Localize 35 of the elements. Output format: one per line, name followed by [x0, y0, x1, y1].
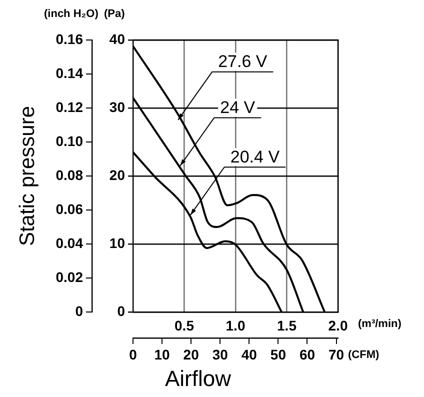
- x2-tick-label: 10: [154, 346, 170, 362]
- y2-tick-label: 40: [109, 30, 126, 47]
- x-tick-label: 0.5: [174, 317, 194, 334]
- y-axis-title: Static pressure: [16, 106, 39, 246]
- y2-tick-label: 0: [117, 302, 126, 319]
- x-tick-label: 2.0: [328, 317, 348, 334]
- y2-tick-label: 30: [109, 98, 126, 115]
- x2-tick-label: 30: [212, 346, 228, 362]
- x2-tick-label: 40: [241, 346, 258, 362]
- x2-tick-label: 70: [328, 346, 344, 362]
- text: (CFM): [348, 349, 380, 362]
- x2-tick-label: 0: [129, 346, 138, 362]
- y-tick-label: 0.12: [56, 98, 84, 115]
- y-tick-label: 0.06: [56, 200, 84, 217]
- y-tick-label: 0: [75, 302, 84, 319]
- annotation: 24 V: [220, 98, 256, 117]
- x2-tick-label: 60: [299, 346, 316, 362]
- x2-tick-label: 50: [270, 346, 286, 362]
- y-tick-label: 0.08: [56, 166, 84, 183]
- x-tick-label: 1.0: [226, 317, 246, 334]
- text: (Pa): [104, 8, 126, 20]
- y-tick-label: 0.10: [56, 132, 84, 149]
- annotation: 20.4 V: [230, 147, 280, 166]
- x-axis-title: Airflow: [164, 366, 232, 392]
- x-tick-label: 1.5: [277, 317, 297, 334]
- x2-tick-label: 20: [183, 346, 200, 362]
- y-tick-label: 0.14: [56, 64, 84, 81]
- annotation: 27.6 V: [218, 52, 268, 72]
- text: (m³/min): [358, 318, 402, 330]
- y2-tick-label: 20: [109, 166, 126, 183]
- y-tick-label: 0.02: [56, 268, 84, 285]
- text: (inch H₂O): [44, 8, 99, 20]
- y-tick-label: 0.16: [56, 30, 84, 47]
- y-tick-label: 0.04: [56, 234, 84, 251]
- y2-tick-label: 10: [109, 234, 126, 251]
